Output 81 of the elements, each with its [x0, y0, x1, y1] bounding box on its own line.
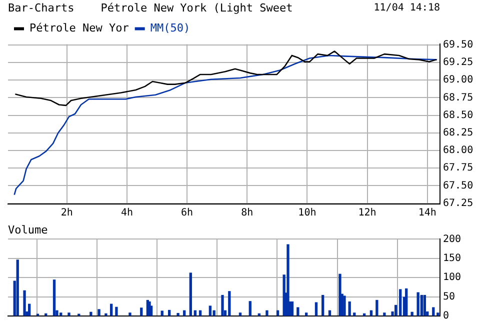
y-tick-label: 69.25: [443, 57, 474, 68]
bar: [266, 310, 268, 316]
bar: [221, 294, 224, 316]
bar: [304, 312, 308, 316]
bar: [362, 313, 366, 316]
bar: [189, 272, 192, 316]
bar: [198, 310, 202, 316]
bar: [52, 280, 56, 316]
bar: [394, 304, 398, 316]
text: 11/04 14:18: [374, 2, 440, 14]
bar: [160, 310, 164, 316]
bar: [110, 304, 113, 316]
bar: [128, 312, 132, 316]
y-tick-label: 150: [443, 252, 462, 264]
bar: [343, 296, 346, 316]
x-tick-label: 14h: [418, 208, 436, 219]
x-tick-label: 10h: [298, 208, 316, 219]
x-tick-label: 12h: [358, 208, 376, 219]
bar: [28, 304, 31, 316]
y-tick-label: 69.00: [443, 74, 474, 86]
bar: [420, 294, 424, 316]
legend-label: MM(50): [150, 22, 190, 35]
bar: [258, 313, 260, 316]
y-tick-label: 68.00: [443, 145, 474, 156]
bar: [328, 310, 332, 316]
y-tick-label: 67.25: [443, 198, 474, 209]
bar: [410, 312, 414, 316]
bar: [68, 312, 70, 316]
bar: [98, 309, 100, 316]
y-tick-label: 50: [443, 291, 456, 302]
chart-title: Bar-Charts Pétrole New York (Light Sweet: [8, 1, 293, 14]
bar: [423, 294, 426, 316]
bar: [140, 308, 143, 316]
bar: [23, 290, 26, 316]
bar: [353, 312, 356, 316]
bar: [405, 288, 408, 316]
bar: [314, 302, 318, 316]
x-tick-label: 4h: [120, 208, 133, 219]
bar: [376, 300, 378, 316]
bar: [383, 312, 386, 316]
x-tick-label: 8h: [241, 208, 254, 219]
bar: [150, 306, 153, 316]
bar: [416, 292, 420, 316]
bar: [228, 291, 231, 316]
y-tick-label: 67.50: [443, 180, 474, 192]
y-tick-label: 100: [443, 272, 462, 284]
bar: [104, 313, 108, 316]
bar: [276, 310, 280, 316]
bar: [436, 312, 440, 316]
bar: [16, 260, 19, 316]
bar: [322, 294, 324, 316]
bar: [44, 313, 48, 316]
bar: [338, 274, 342, 316]
chart-title: Volume: [8, 223, 48, 236]
y-tick-label: 69.50: [443, 40, 474, 50]
bar: [194, 310, 196, 316]
bar: [432, 307, 435, 316]
x-tick-label: 6h: [181, 208, 194, 219]
y-tick-label: 68.75: [443, 92, 474, 104]
bar: [348, 301, 351, 316]
bar: [399, 289, 402, 316]
y-tick-label: 200: [443, 234, 462, 245]
bar: [60, 312, 62, 316]
y-tick-label: 67.75: [443, 162, 474, 174]
bar: [296, 307, 300, 316]
bar: [115, 306, 118, 316]
y-tick-label: 68.25: [443, 127, 474, 138]
bar: [168, 310, 171, 316]
bar: [370, 310, 373, 316]
y-tick-label: 68.50: [443, 110, 474, 121]
bar: [176, 312, 180, 316]
legend-label: Pétrole New Yor: [30, 22, 130, 35]
bar: [90, 312, 92, 316]
bar: [290, 301, 294, 316]
bar: [286, 244, 290, 316]
y-tick-label: 0: [443, 310, 450, 322]
x-tick-label: 2h: [60, 208, 73, 219]
bar: [238, 312, 242, 316]
bar: [248, 301, 252, 316]
bar: [208, 306, 212, 316]
bar: [183, 310, 186, 316]
